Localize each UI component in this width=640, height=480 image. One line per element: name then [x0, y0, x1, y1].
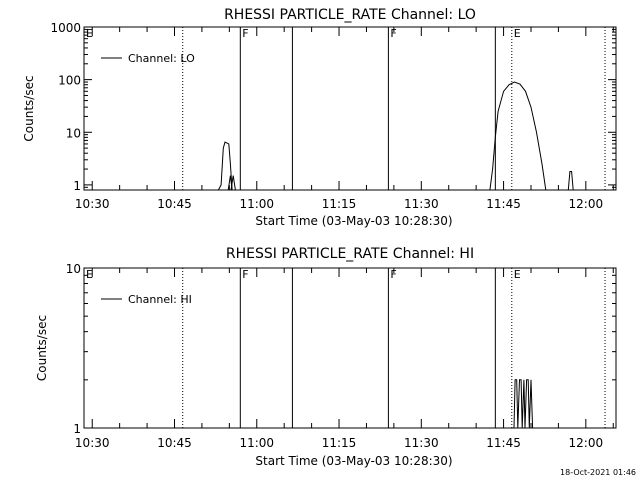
x-tick-label: 12:00 — [569, 436, 604, 450]
event-label: E — [86, 27, 93, 40]
x-tick-label: 11:15 — [322, 197, 357, 211]
event-label: F — [390, 27, 396, 40]
x-tick-label: 11:15 — [322, 436, 357, 450]
x-tick-label: 10:30 — [75, 436, 110, 450]
x-tick-label: 10:45 — [157, 436, 192, 450]
x-tick-label: 11:00 — [239, 197, 274, 211]
event-label: F — [242, 27, 248, 40]
x-tick-label: 10:45 — [157, 197, 192, 211]
y-tick-label: 1 — [73, 422, 81, 436]
legend-label: Channel: HI — [128, 293, 192, 306]
series-line — [217, 141, 233, 191]
y-tick-label: 1 — [73, 179, 81, 193]
x-axis-label: Start Time (03-May-03 10:28:30) — [255, 214, 452, 228]
x-tick-label: 11:30 — [404, 197, 439, 211]
chart-title: RHESSI PARTICLE_RATE Channel: LO — [224, 7, 476, 23]
y-axis-label: Counts/sec — [22, 75, 36, 141]
series-line — [489, 81, 547, 191]
event-label: F — [390, 268, 396, 281]
hi-channel-chart: RHESSI PARTICLE_RATE Channel: HI 10:30 10:… — [35, 246, 617, 468]
x-tick-label: 11:45 — [486, 436, 521, 450]
series-line — [513, 379, 534, 429]
x-tick-label: 12:00 — [569, 197, 604, 211]
y-axis-label: Counts/sec — [35, 315, 49, 381]
x-tick-label: 11:00 — [239, 436, 274, 450]
event-label: E — [514, 268, 521, 281]
legend-label: Channel: LO — [128, 52, 195, 65]
event-label: E — [514, 27, 521, 40]
y-tick-label: 100 — [58, 74, 81, 88]
chart-title: RHESSI PARTICLE_RATE Channel: HI — [226, 246, 474, 262]
x-axis-label: Start Time (03-May-03 10:28:30) — [255, 454, 452, 468]
lo-channel-chart: RHESSI PARTICLE_RATE Channel: LO 10:30 10:… — [22, 7, 617, 228]
series-line — [230, 175, 236, 191]
plot-frame — [83, 267, 617, 429]
event-label: F — [242, 268, 248, 281]
y-tick-label: 10 — [66, 126, 81, 140]
y-tick-label: 10 — [66, 262, 81, 276]
x-tick-label: 10:30 — [75, 197, 110, 211]
event-label: E — [86, 268, 93, 281]
x-tick-label: 11:30 — [404, 436, 439, 450]
series-line — [567, 171, 574, 191]
x-tick-label: 11:45 — [486, 197, 521, 211]
y-tick-label: 1000 — [50, 21, 81, 35]
footer-timestamp: 18-Oct-2021 01:46 — [560, 468, 636, 477]
